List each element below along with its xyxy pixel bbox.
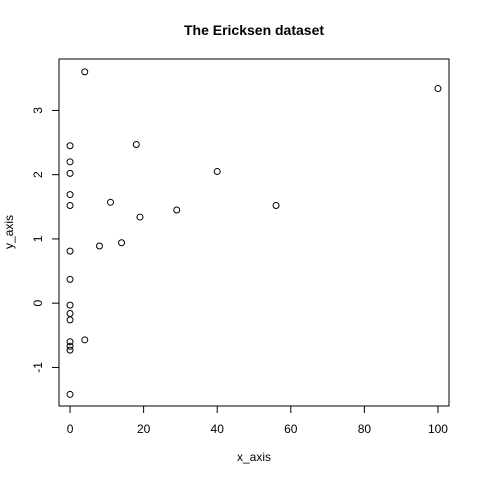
data-point: [132, 140, 140, 148]
data-point: [66, 202, 74, 210]
y-axis-label: y_axis: [2, 215, 16, 249]
x-tick-label: 60: [284, 422, 298, 436]
data-point: [66, 275, 74, 283]
data-point: [66, 142, 74, 150]
data-point: [66, 169, 74, 177]
data-point: [107, 198, 115, 206]
data-point: [136, 213, 144, 221]
data-point: [66, 301, 74, 309]
data-point: [66, 309, 74, 317]
data-point: [81, 336, 89, 344]
y-tick-label: -1: [31, 362, 45, 373]
data-point: [66, 247, 74, 255]
y-axis: -1 0 1 2 3: [31, 107, 60, 373]
data-point: [434, 85, 442, 93]
x-tick-label: 80: [358, 422, 372, 436]
x-tick-label: 20: [137, 422, 151, 436]
data-point: [213, 167, 221, 175]
plot-frame: [58, 58, 450, 407]
y-tick-label: 3: [31, 107, 45, 114]
data-points: [66, 68, 442, 398]
x-tick-label: 40: [211, 422, 225, 436]
data-point: [272, 202, 280, 210]
y-tick-label: 2: [31, 171, 45, 178]
data-point: [81, 68, 89, 76]
y-tick-label: 0: [31, 300, 45, 307]
data-point: [66, 158, 74, 166]
x-axis-label: x_axis: [237, 450, 271, 464]
data-point: [66, 191, 74, 199]
x-axis: 0 20 40 60 80 100: [67, 405, 448, 436]
data-point: [118, 239, 126, 247]
data-point: [66, 316, 74, 324]
data-point: [173, 206, 181, 214]
x-tick-label: 100: [428, 422, 448, 436]
x-tick-label: 0: [67, 422, 74, 436]
data-point: [66, 342, 74, 350]
data-point: [95, 242, 103, 250]
data-point: [66, 346, 74, 354]
data-point: [66, 390, 74, 398]
chart-title: The Ericksen dataset: [184, 22, 324, 38]
data-point: [66, 338, 74, 346]
y-tick-label: 1: [31, 235, 45, 242]
